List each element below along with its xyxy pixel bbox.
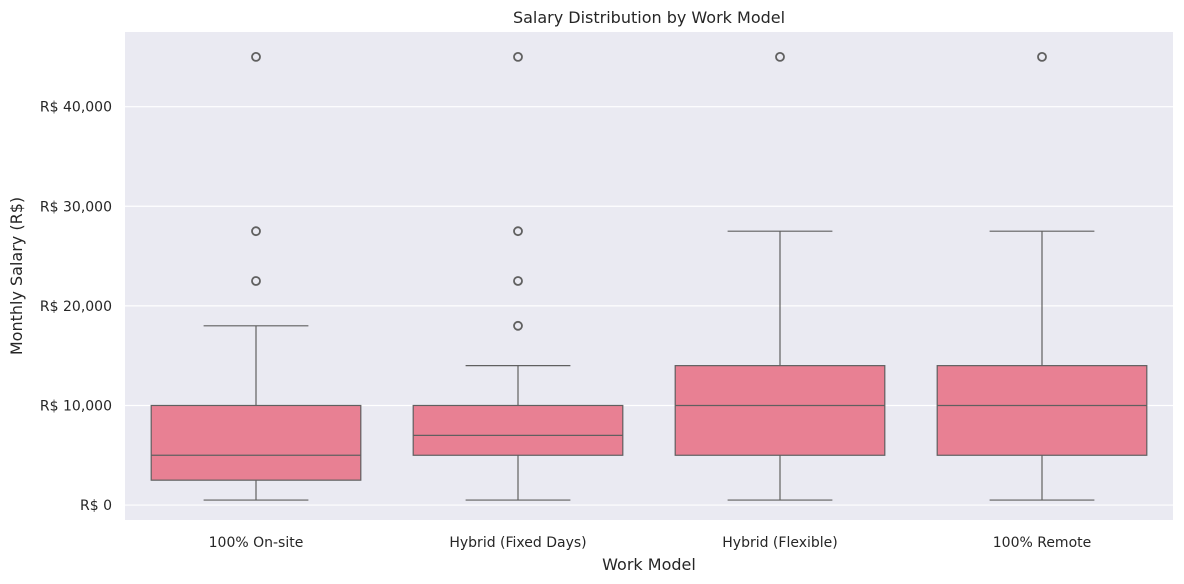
y-axis-ticks: R$ 0 R$ 10,000 R$ 20,000 R$ 30,000 R$ 40,000 bbox=[40, 100, 112, 514]
outlier-point bbox=[513, 276, 523, 286]
box-iqr bbox=[674, 365, 886, 456]
chart-title: Salary Distribution by Work Model bbox=[513, 8, 785, 27]
boxes-layer bbox=[150, 51, 1148, 501]
x-tick-label: 100% Remote bbox=[993, 535, 1092, 551]
box-group bbox=[674, 51, 886, 501]
x-tick-label: Hybrid (Fixed Days) bbox=[449, 535, 586, 551]
outlier-point bbox=[513, 320, 523, 331]
outlier-point bbox=[251, 276, 261, 286]
y-tick-label: R$ 10,000 bbox=[40, 398, 112, 414]
outlier-point bbox=[251, 226, 261, 237]
y-tick-label: R$ 20,000 bbox=[40, 299, 112, 315]
outlier-point bbox=[251, 51, 261, 62]
y-tick-label: R$ 30,000 bbox=[40, 199, 112, 215]
box-iqr bbox=[412, 404, 624, 456]
box-group bbox=[936, 51, 1148, 501]
outlier-point bbox=[1037, 51, 1047, 62]
y-tick-label: R$ 40,000 bbox=[40, 100, 112, 116]
box-iqr bbox=[150, 404, 362, 481]
outlier-point bbox=[775, 51, 785, 62]
box-group bbox=[412, 51, 624, 501]
y-axis-title: Monthly Salary (R$) bbox=[7, 197, 26, 355]
outlier-point bbox=[513, 226, 523, 237]
x-tick-label: Hybrid (Flexible) bbox=[722, 535, 837, 551]
outlier-point bbox=[513, 51, 523, 62]
box-group bbox=[150, 51, 362, 501]
x-tick-label: 100% On-site bbox=[209, 535, 304, 551]
x-axis-title: Work Model bbox=[602, 555, 696, 574]
y-tick-label: R$ 0 bbox=[80, 498, 112, 514]
box-iqr bbox=[936, 365, 1148, 456]
x-axis-ticks: 100% On-site Hybrid (Fixed Days) Hybrid (F… bbox=[209, 535, 1092, 551]
